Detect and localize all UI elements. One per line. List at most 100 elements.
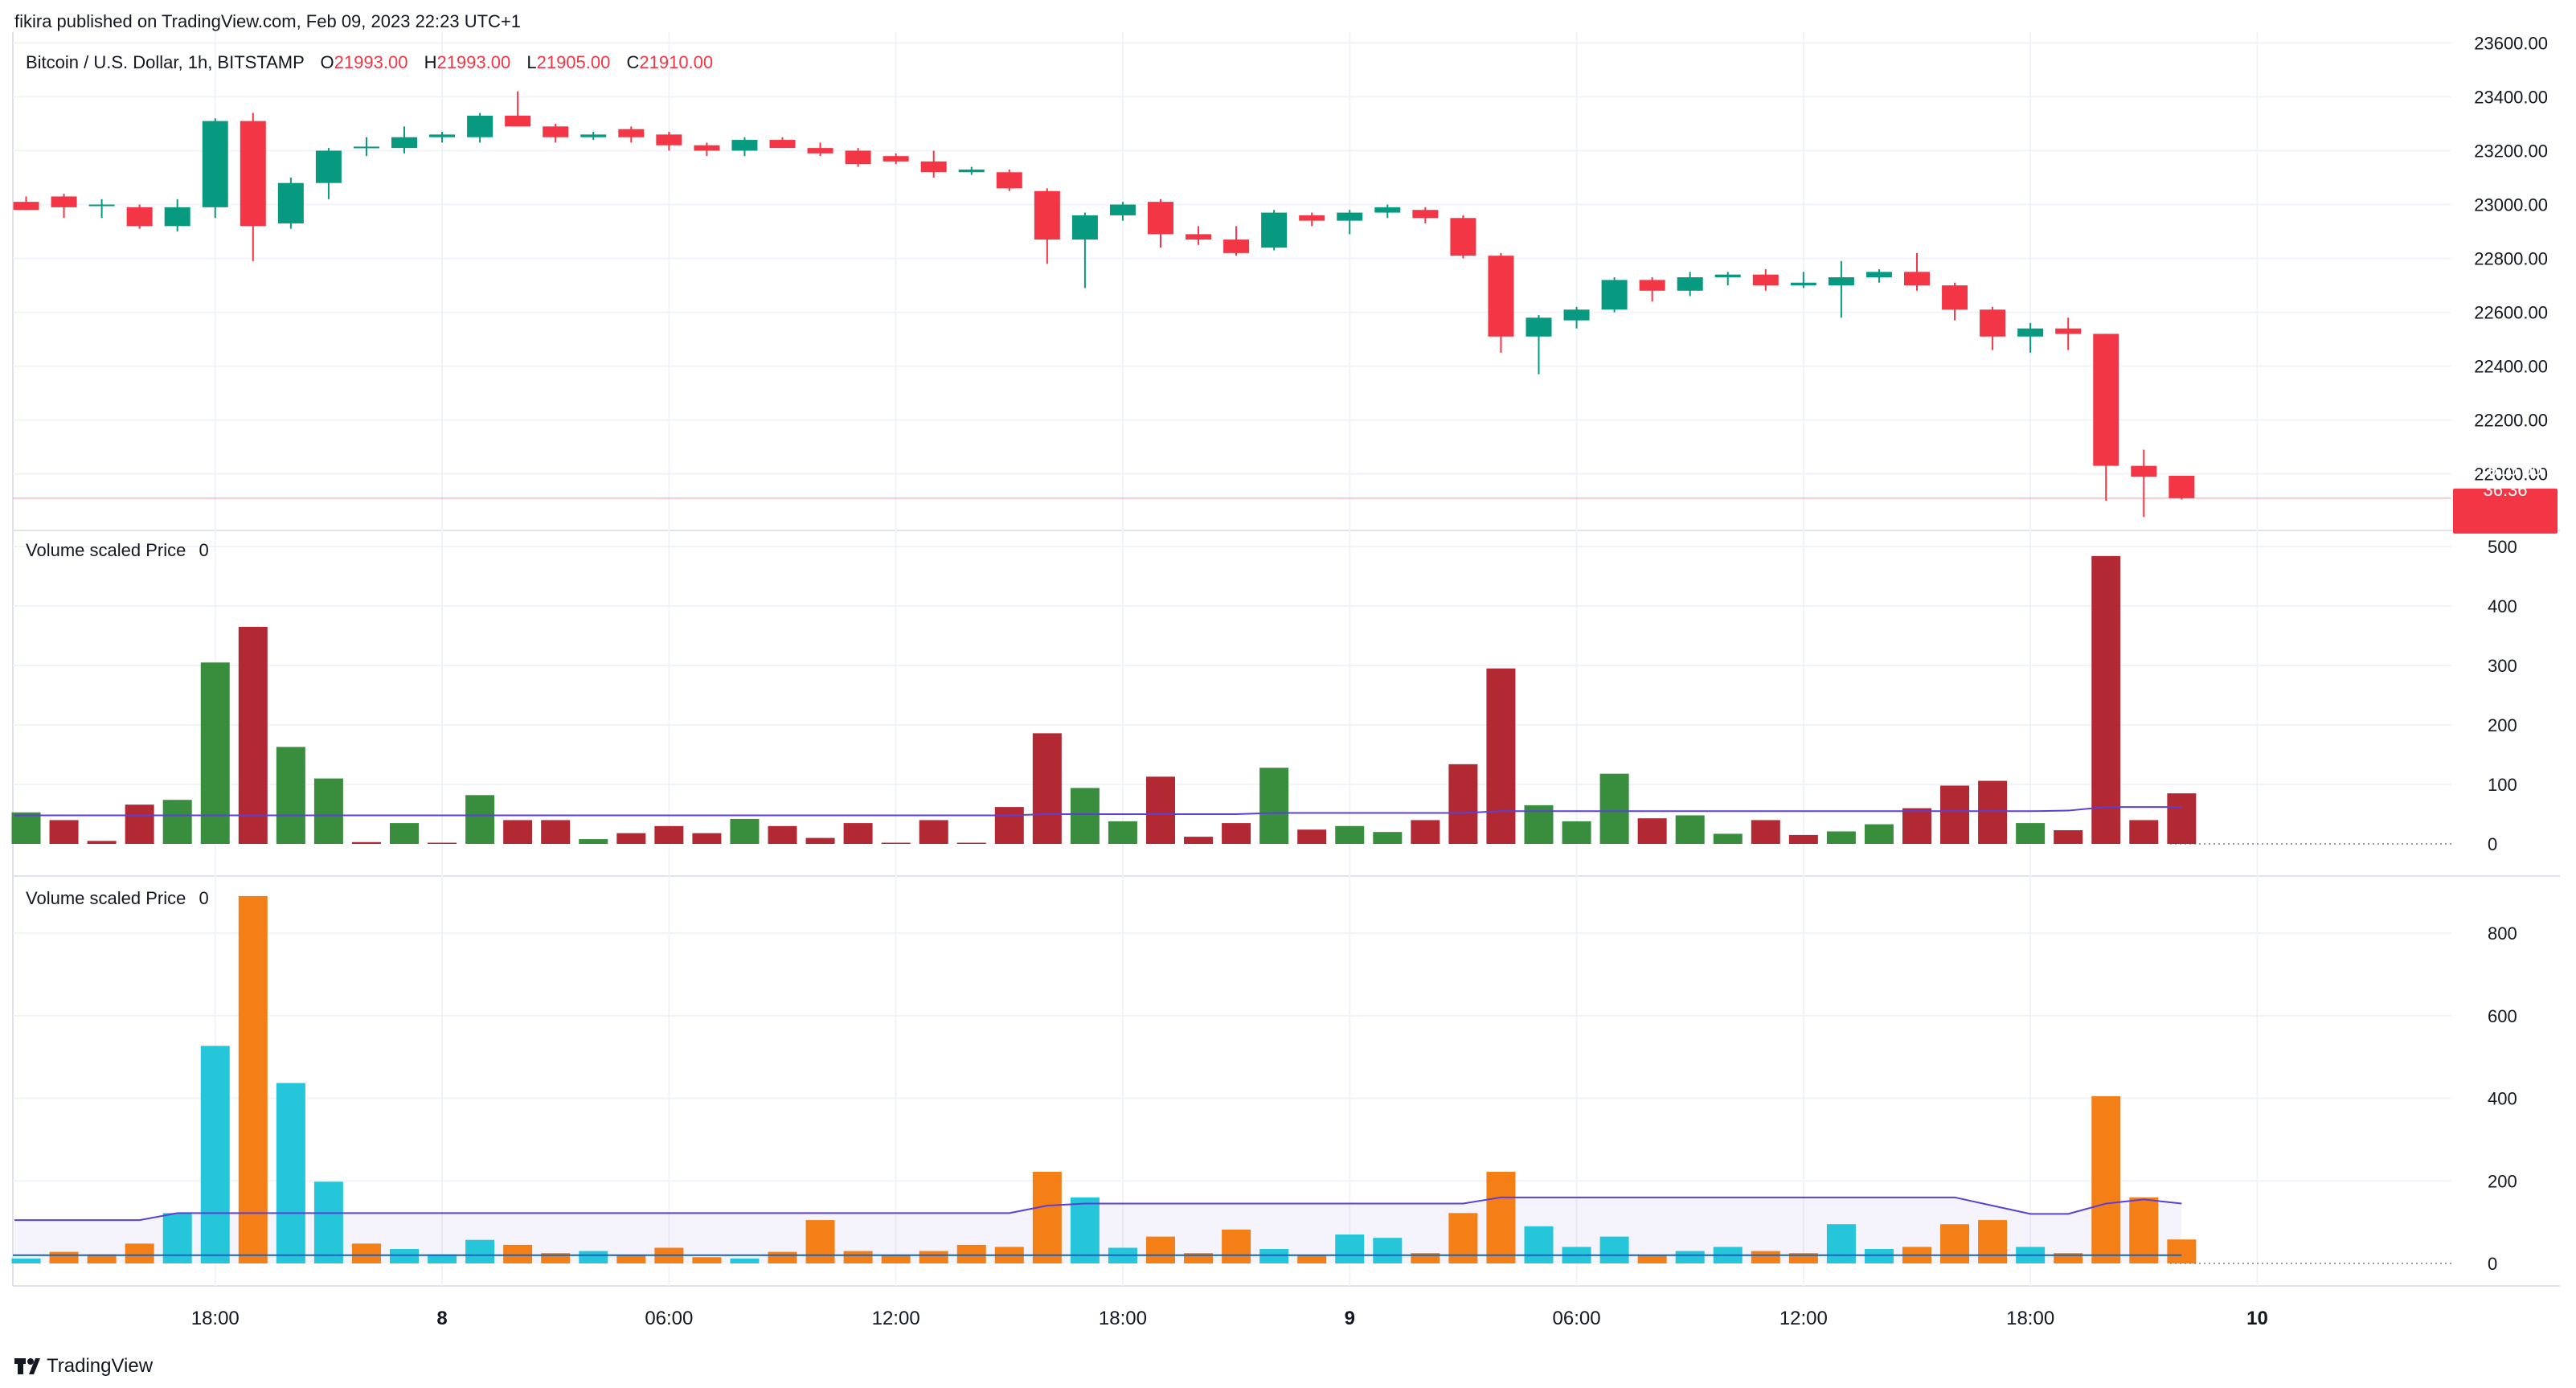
candle[interactable] — [1526, 314, 1552, 375]
candle[interactable] — [1752, 268, 1779, 291]
candle[interactable] — [51, 194, 77, 219]
volume-1-bar[interactable] — [843, 823, 873, 844]
volume-2-bar[interactable] — [1222, 1229, 1251, 1263]
volume-2-bar[interactable] — [87, 1254, 117, 1263]
candle[interactable] — [467, 113, 493, 143]
volume-1-bar[interactable] — [1032, 733, 1062, 844]
candle[interactable] — [2131, 449, 2157, 518]
candle[interactable] — [1186, 226, 1212, 245]
candle[interactable] — [883, 153, 909, 165]
volume-2-bar[interactable] — [276, 1083, 305, 1263]
volume-2-bar[interactable] — [692, 1257, 722, 1263]
volume-1-bar[interactable] — [768, 825, 797, 844]
volume-1-bar[interactable] — [390, 823, 419, 844]
candle[interactable] — [1223, 226, 1250, 256]
volume-2-bar[interactable] — [956, 1244, 986, 1263]
volume-1-bar[interactable] — [1448, 764, 1478, 844]
volume-2-bar[interactable] — [2129, 1197, 2159, 1263]
candle[interactable] — [429, 132, 456, 143]
volume-1-bar[interactable] — [805, 837, 835, 844]
volume-1-bar[interactable] — [1335, 825, 1365, 844]
volume-1-bar[interactable] — [1637, 818, 1667, 844]
candle[interactable] — [277, 177, 304, 229]
volume-2-bar[interactable] — [1940, 1224, 1970, 1263]
volume-2-bar[interactable] — [200, 1046, 230, 1263]
volume-1-bar[interactable] — [238, 626, 268, 844]
volume-2-bar[interactable] — [579, 1251, 608, 1263]
volume-2-bar[interactable] — [1524, 1226, 1554, 1263]
candle[interactable] — [958, 166, 985, 175]
volume-2-bar[interactable] — [1486, 1171, 1516, 1263]
volume-2-bar[interactable] — [2091, 1095, 2121, 1263]
volume-2-bar[interactable] — [1751, 1251, 1780, 1263]
volume-2-bar[interactable] — [919, 1251, 948, 1263]
volume-1-bar[interactable] — [1259, 768, 1289, 844]
volume-pane-1[interactable] — [11, 555, 2452, 845]
candle[interactable] — [2017, 322, 2044, 353]
volume-1-bar[interactable] — [1373, 832, 1403, 844]
volume-1-bar[interactable] — [2054, 829, 2083, 844]
candle[interactable] — [1828, 260, 1854, 318]
candle[interactable] — [202, 118, 228, 219]
volume-2-bar[interactable] — [1032, 1171, 1062, 1263]
candle[interactable] — [769, 137, 796, 149]
volume-2-bar[interactable] — [730, 1258, 760, 1263]
volume-1-bar[interactable] — [87, 841, 117, 844]
volume-2-bar[interactable] — [125, 1243, 154, 1263]
volume-1-bar[interactable] — [1146, 776, 1175, 844]
candle[interactable] — [656, 132, 682, 151]
volume-1-bar[interactable] — [2016, 823, 2046, 844]
candle[interactable] — [1109, 202, 1136, 221]
candle[interactable] — [1677, 272, 1703, 297]
volume-1-bar[interactable] — [1788, 834, 1818, 844]
volume-2-bar[interactable] — [1070, 1197, 1100, 1263]
volume-2-bar[interactable] — [881, 1255, 911, 1263]
candle[interactable] — [1942, 282, 1968, 321]
volume-2-bar[interactable] — [1826, 1224, 1856, 1263]
volume-1-bar[interactable] — [1713, 833, 1743, 844]
candle[interactable] — [2169, 476, 2195, 500]
volume-2-bar[interactable] — [11, 1258, 41, 1263]
volume-1-bar[interactable] — [1070, 788, 1100, 844]
candle[interactable] — [391, 126, 417, 154]
volume-2-bar[interactable] — [1864, 1249, 1894, 1263]
volume-1-bar[interactable] — [1864, 824, 1894, 844]
volume-2-bar[interactable] — [1599, 1236, 1629, 1263]
candle[interactable] — [1904, 252, 1930, 291]
volume-1-bar[interactable] — [351, 841, 381, 844]
candle[interactable] — [1071, 212, 1098, 289]
candle[interactable] — [1450, 215, 1476, 259]
volume-2-bar[interactable] — [313, 1181, 343, 1263]
volume-1-bar[interactable] — [1486, 668, 1516, 844]
volume-2-bar[interactable] — [768, 1251, 797, 1263]
volume-2-bar[interactable] — [390, 1249, 419, 1263]
volume-1-bar[interactable] — [1184, 837, 1214, 844]
candle[interactable] — [543, 123, 569, 143]
candle[interactable] — [1337, 210, 1363, 235]
candle[interactable] — [505, 91, 531, 127]
volume-1-bar[interactable] — [313, 778, 343, 844]
candle[interactable] — [1980, 306, 2006, 350]
volume-2-bar[interactable] — [1146, 1236, 1175, 1263]
volume-1-bar[interactable] — [125, 805, 154, 844]
volume-pane-2[interactable] — [11, 895, 2452, 1264]
volume-2-bar[interactable] — [805, 1220, 835, 1263]
candle[interactable] — [13, 196, 39, 211]
price-pane[interactable] — [13, 91, 2451, 518]
volume-1-bar[interactable] — [1751, 820, 1780, 844]
candle[interactable] — [1261, 210, 1288, 251]
volume-2-bar[interactable] — [1259, 1249, 1289, 1263]
volume-1-bar[interactable] — [579, 839, 608, 844]
volume-1-bar[interactable] — [2167, 793, 2197, 844]
volume-2-bar[interactable] — [1335, 1234, 1365, 1263]
candle[interactable] — [1865, 268, 1892, 283]
volume-2-bar[interactable] — [503, 1244, 533, 1263]
volume-2-bar[interactable] — [1373, 1238, 1403, 1263]
candle[interactable] — [1488, 252, 1514, 353]
volume-1-bar[interactable] — [956, 842, 986, 844]
candle[interactable] — [1299, 212, 1325, 227]
volume-2-bar[interactable] — [1297, 1255, 1327, 1263]
candle[interactable] — [1563, 306, 1590, 329]
candle[interactable] — [353, 137, 379, 157]
candle[interactable] — [2055, 317, 2082, 350]
